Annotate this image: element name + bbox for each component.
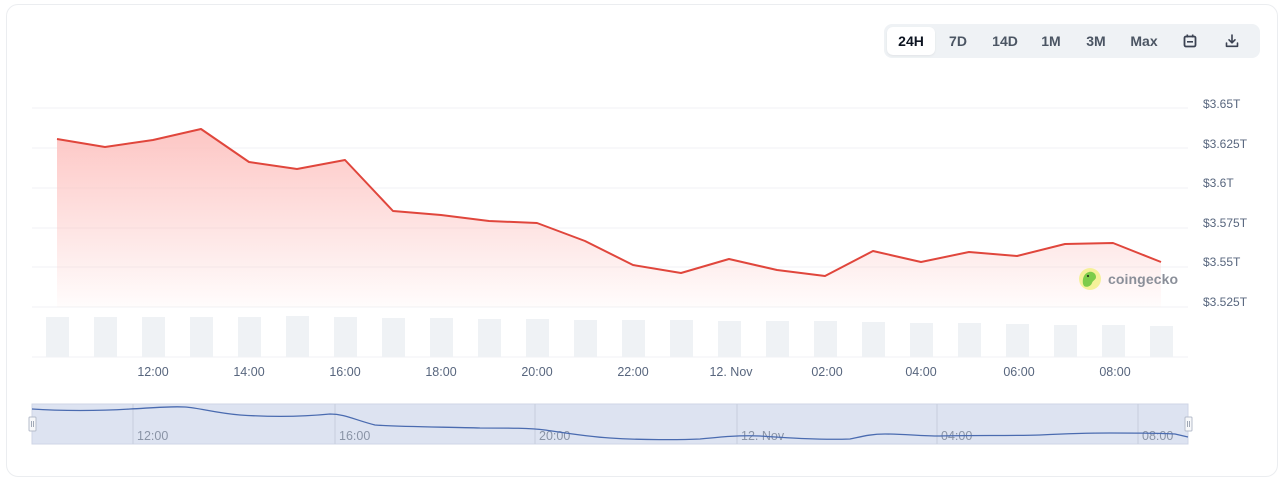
gecko-logo-icon xyxy=(1079,268,1101,290)
calendar-button[interactable] xyxy=(1169,27,1211,55)
watermark-text: coingecko xyxy=(1108,271,1179,287)
range-24h-button[interactable]: 24H xyxy=(887,27,935,55)
range-7d-button[interactable]: 7D xyxy=(949,33,967,49)
chart-card xyxy=(6,4,1278,477)
download-button[interactable] xyxy=(1211,27,1253,55)
range-14d-button[interactable]: 14D xyxy=(992,33,1018,49)
range-max-button[interactable]: Max xyxy=(1130,33,1158,49)
range-1m-button[interactable]: 1M xyxy=(1041,33,1061,49)
range-3m-button[interactable]: 3M xyxy=(1086,33,1106,49)
calendar-icon xyxy=(1183,34,1197,48)
download-icon xyxy=(1225,34,1239,48)
time-range-selector: 24H 7D 14D 1M 3M Max xyxy=(884,24,1260,58)
coingecko-watermark: coingecko xyxy=(1078,267,1178,291)
